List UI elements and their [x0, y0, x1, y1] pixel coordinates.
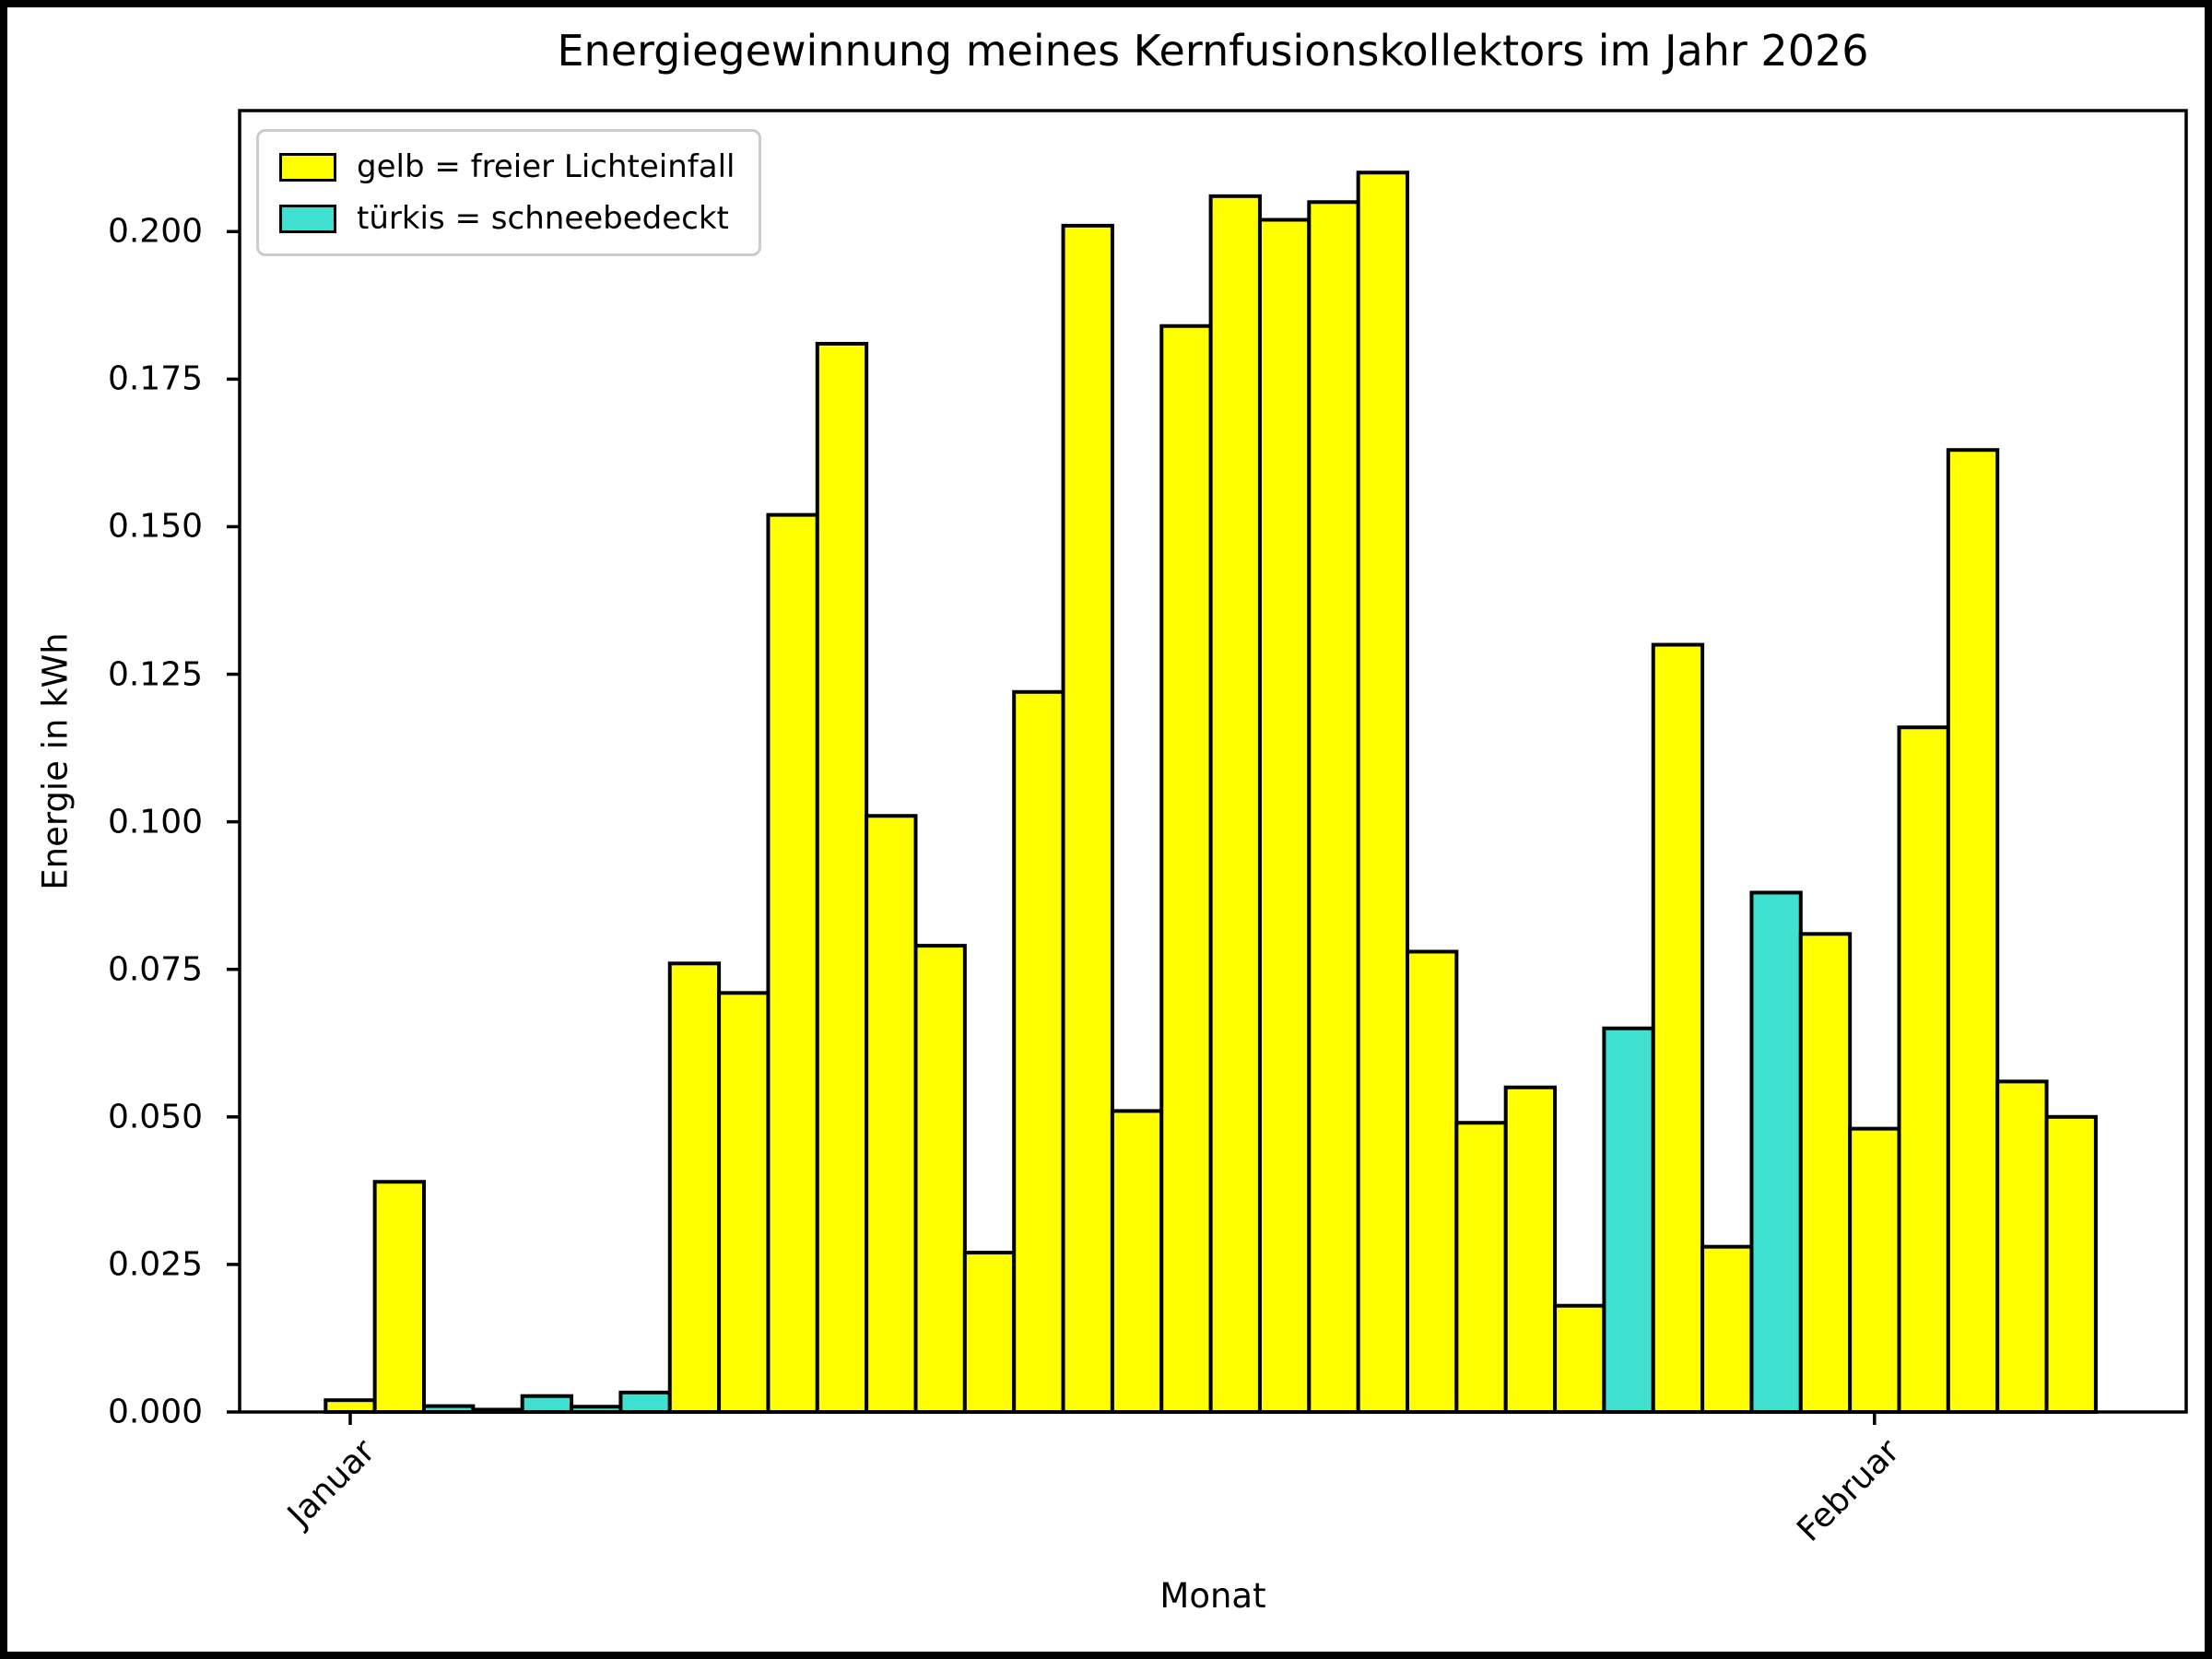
- y-axis-label: Energie in kWh: [35, 632, 76, 890]
- bar-januar-11: [815, 341, 869, 1415]
- bar-januar-28: [1651, 642, 1705, 1414]
- bar-januar-19: [1208, 194, 1262, 1415]
- bar-januar-24: [1454, 1121, 1508, 1414]
- bar-januar-12: [865, 814, 918, 1414]
- x-axis-label: Monat: [1159, 1576, 1266, 1616]
- plot-frame: [238, 109, 2188, 1414]
- legend-label-free-light: gelb = freier Lichteinfall: [357, 148, 735, 185]
- bar-januar-30: [1749, 890, 1803, 1414]
- y-tick-label-0.125: 0.125: [107, 655, 203, 694]
- bar-januar-9: [717, 991, 771, 1414]
- bar-januar-1: [324, 1398, 377, 1414]
- bar-januar-10: [766, 512, 819, 1414]
- bar-februar-5: [2044, 1114, 2098, 1414]
- bar-januar-25: [1503, 1085, 1558, 1415]
- y-tick-label-0.200: 0.200: [107, 212, 203, 251]
- chart-title: Energiegewinnung meines Kernfusionskolle…: [557, 26, 1869, 76]
- bar-januar-16: [1061, 223, 1114, 1414]
- bar-januar-20: [1257, 218, 1312, 1415]
- bar-februar-1: [1848, 1126, 1901, 1414]
- legend-item-snow-covered: türkis = schneebedeckt: [279, 200, 735, 237]
- bar-februar-2: [1897, 725, 1950, 1414]
- bar-januar-13: [913, 944, 967, 1414]
- y-tick-label-0.175: 0.175: [107, 359, 203, 398]
- bar-januar-17: [1110, 1109, 1164, 1415]
- bar-januar-14: [962, 1251, 1017, 1414]
- legend-item-free-light: gelb = freier Lichteinfall: [279, 148, 735, 185]
- y-tick-label-0.075: 0.075: [107, 950, 203, 989]
- chart-svg: [227, 109, 2188, 1425]
- bar-februar-3: [1946, 448, 2000, 1415]
- bar-januar-29: [1700, 1244, 1754, 1414]
- bar-januar-7: [618, 1390, 672, 1414]
- bar-januar-18: [1159, 324, 1213, 1415]
- legend-swatch-free-light-icon: [279, 152, 336, 182]
- bar-januar-31: [1798, 932, 1853, 1414]
- legend-label-snow-covered: türkis = schneebedeckt: [357, 200, 729, 237]
- y-tick-label-0.050: 0.050: [107, 1098, 203, 1136]
- y-tick-label-0.000: 0.000: [107, 1393, 203, 1431]
- bar-januar-8: [667, 961, 722, 1414]
- bar-januar-23: [1406, 949, 1459, 1415]
- bar-januar-27: [1602, 1026, 1655, 1414]
- legend: gelb = freier Lichteinfall türkis = schn…: [256, 129, 762, 256]
- y-tick-label-0.150: 0.150: [107, 507, 203, 546]
- y-tick-label-0.100: 0.100: [107, 803, 203, 841]
- bar-januar-5: [520, 1394, 574, 1414]
- bar-januar-2: [372, 1180, 426, 1415]
- legend-swatch-snow-covered-icon: [279, 204, 336, 233]
- bar-januar-22: [1356, 171, 1410, 1415]
- bar-januar-15: [1012, 689, 1065, 1414]
- y-tick-label-0.025: 0.025: [107, 1245, 203, 1284]
- bar-februar-4: [1995, 1079, 2049, 1415]
- bar-januar-26: [1553, 1303, 1606, 1414]
- bar-januar-21: [1307, 200, 1360, 1414]
